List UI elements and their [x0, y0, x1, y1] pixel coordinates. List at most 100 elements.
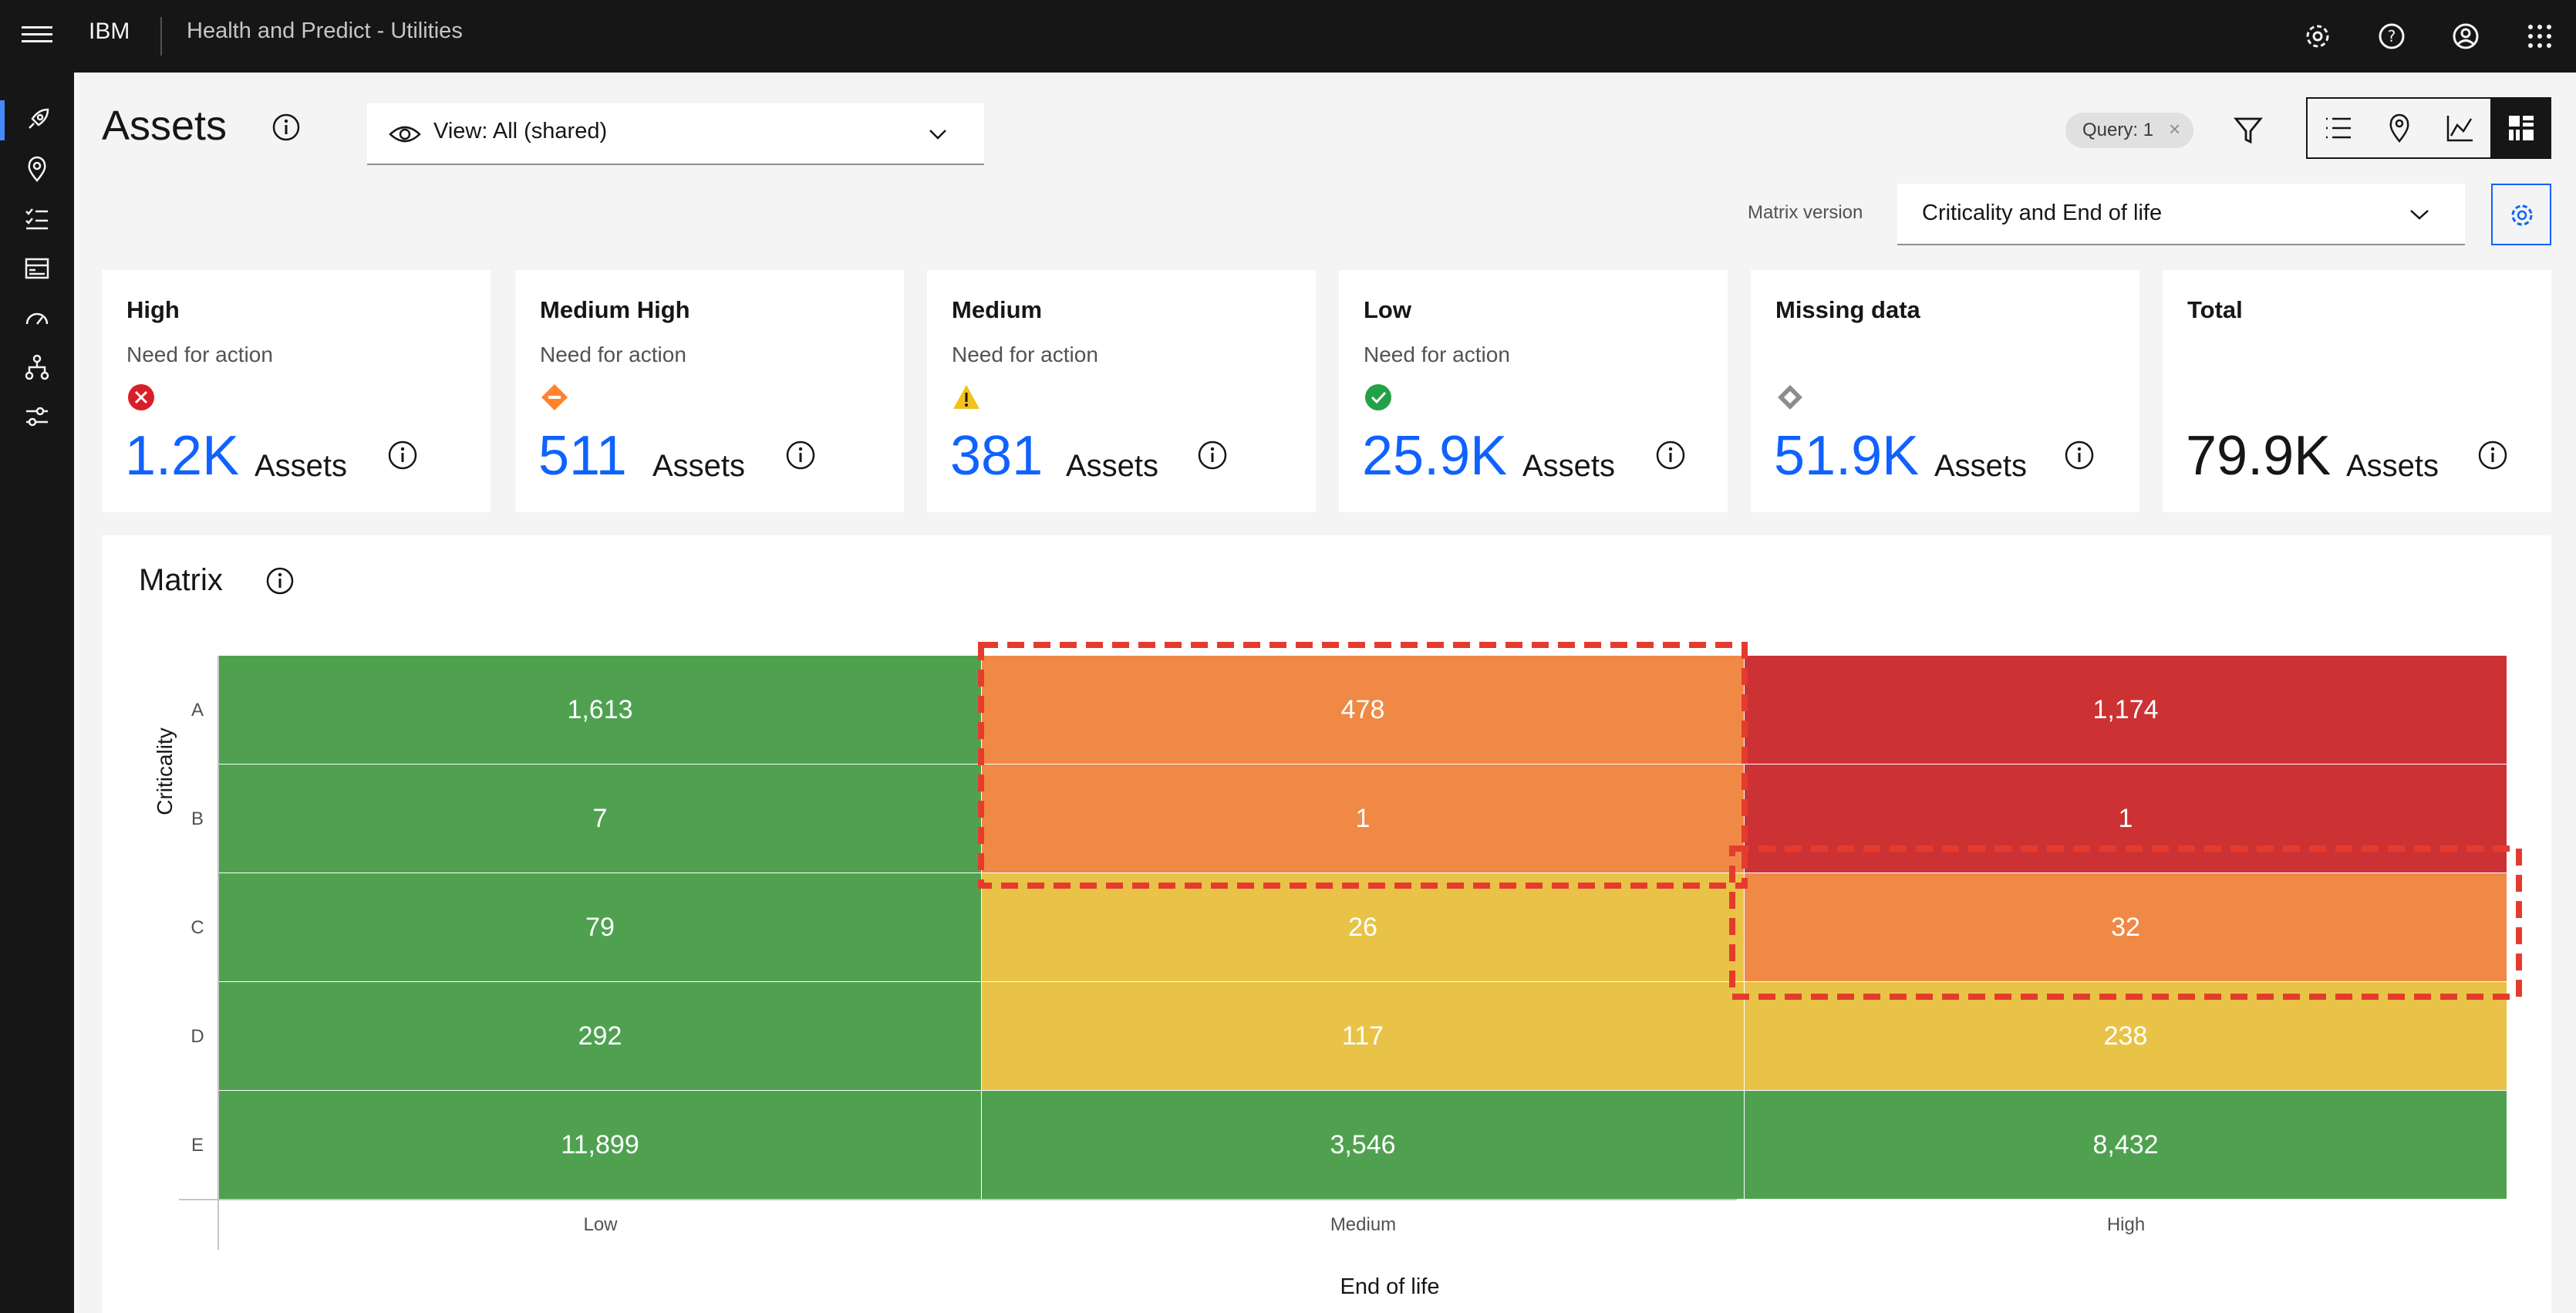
svg-text:?: ? [2388, 27, 2396, 46]
sliders-icon[interactable] [23, 403, 51, 430]
chevron-down-icon [2410, 210, 2429, 220]
location-pin-icon [2389, 113, 2409, 143]
summary-card-medium[interactable]: Medium Need for action 381 Assets [927, 270, 1316, 512]
query-tag[interactable]: Query: 1 × [2065, 113, 2193, 148]
view-dropdown[interactable]: View: All (shared) [367, 103, 984, 165]
page-title: Assets [102, 103, 228, 149]
heatmap-cell[interactable]: 478 [982, 656, 1744, 764]
card-unit: Assets [1066, 449, 1159, 483]
info-icon[interactable] [2477, 440, 2508, 471]
filter-icon[interactable] [2229, 111, 2267, 150]
list-view-button[interactable] [2308, 99, 2369, 157]
card-title: Medium [952, 296, 1043, 323]
summary-card-medium-high[interactable]: Medium High Need for action 511 Assets [515, 270, 904, 512]
matrix-view-button[interactable] [2490, 99, 2551, 157]
heatmap-cell[interactable]: 79 [219, 873, 981, 981]
chart-view-button[interactable] [2429, 99, 2490, 157]
app-switcher-icon[interactable] [2520, 17, 2559, 56]
x-axis-title: End of life [1340, 1274, 1440, 1299]
checklist-icon[interactable] [23, 205, 51, 233]
heatmap-cell[interactable]: 8,432 [1745, 1091, 2507, 1199]
card-value: 25.9K [1362, 425, 1508, 487]
card-unit: Assets [1522, 449, 1616, 483]
card-unit: Assets [652, 449, 746, 483]
rocket-icon[interactable] [23, 106, 51, 134]
heatmap-cell[interactable]: 238 [1745, 982, 2507, 1090]
matrix-info-icon[interactable] [265, 566, 295, 596]
info-icon[interactable] [2064, 440, 2095, 471]
heatmap-cell[interactable]: 1 [1745, 765, 2507, 873]
heatmap-cell[interactable]: 7 [219, 765, 981, 873]
y-tick-label: E [191, 1134, 204, 1156]
location-icon[interactable] [23, 156, 51, 184]
help-icon[interactable]: ? [2372, 17, 2411, 56]
card-title: High [126, 296, 180, 323]
list-icon [2326, 117, 2351, 139]
y-tick-label: A [191, 699, 204, 721]
medium-high-icon [540, 383, 569, 412]
card-title: Total [2187, 296, 2243, 323]
user-profile-icon[interactable] [2446, 17, 2485, 56]
line-chart-icon [2446, 116, 2473, 142]
matrix-version-label: Matrix version [1748, 202, 1863, 223]
card-value: 79.9K [2186, 425, 2332, 487]
brand-name[interactable]: IBM [89, 19, 130, 44]
y-tick-label: C [191, 916, 204, 938]
info-icon[interactable] [785, 440, 816, 471]
heatmap-cell[interactable]: 11,899 [219, 1091, 981, 1199]
matrix-settings-button[interactable] [2491, 184, 2551, 245]
matrix-version-dropdown[interactable]: Criticality and End of life [1897, 184, 2465, 245]
summary-card-high[interactable]: High Need for action 1.2K Assets [102, 270, 491, 512]
side-nav [0, 73, 74, 1313]
app-title: Health and Predict - Utilities [187, 19, 463, 43]
x-tick-label: High [2106, 1214, 2146, 1235]
card-subtitle: Need for action [126, 343, 273, 366]
side-nav-active-indicator [0, 100, 5, 140]
meter-icon[interactable] [23, 304, 51, 332]
card-value: 1.2K [125, 425, 240, 487]
menu-icon[interactable] [22, 22, 52, 51]
map-view-button[interactable] [2369, 99, 2429, 157]
heatmap-cell[interactable]: 1,174 [1745, 656, 2507, 764]
heatmap-cell[interactable]: 1 [982, 765, 1744, 873]
summary-card-missing-data[interactable]: Missing data 51.9K Assets [1751, 270, 2139, 512]
card-title: Missing data [1775, 296, 1920, 323]
card-value: 511 [538, 425, 627, 487]
heatmap-cell[interactable]: 117 [982, 982, 1744, 1090]
y-tick-label: B [191, 808, 204, 829]
card-subtitle: Need for action [1364, 343, 1510, 366]
heatmap-cell[interactable]: 292 [219, 982, 981, 1090]
missing-data-icon [1775, 383, 1805, 412]
matrix-version-value: Criticality and End of life [1922, 201, 2163, 225]
info-icon[interactable] [387, 440, 418, 471]
card-value: 381 [950, 425, 1044, 487]
dashboard-icon[interactable] [23, 255, 51, 282]
view-mode-switcher [2306, 97, 2551, 159]
y-axis-line [217, 656, 219, 1250]
hierarchy-icon[interactable] [23, 353, 51, 381]
heatmap-cell[interactable]: 1,613 [219, 656, 981, 764]
summary-card-low[interactable]: Low Need for action 25.9K Assets [1339, 270, 1728, 512]
card-unit: Assets [2346, 449, 2439, 483]
page-info-icon[interactable] [271, 113, 301, 142]
x-tick-label: Medium [1330, 1214, 1397, 1235]
y-tick-label: D [191, 1025, 204, 1047]
card-value: 51.9K [1774, 425, 1920, 487]
x-tick-label: Low [583, 1214, 618, 1235]
highlight-box-high-zone [1729, 846, 2522, 1000]
error-icon [126, 383, 156, 412]
view-dropdown-value: View: All (shared) [433, 119, 608, 143]
card-subtitle: Need for action [952, 343, 1098, 366]
check-icon [1364, 383, 1393, 412]
heatmap-cell[interactable]: 3,546 [982, 1091, 1744, 1199]
warning-icon [952, 383, 981, 412]
info-icon[interactable] [1197, 440, 1228, 471]
heatmap-cell[interactable]: 32 [1745, 873, 2507, 981]
heatmap-cell[interactable]: 26 [982, 873, 1744, 981]
summary-card-total[interactable]: Total 79.9K Assets [2163, 270, 2551, 512]
info-icon[interactable] [1655, 440, 1686, 471]
eye-icon [389, 126, 421, 143]
settings-icon[interactable] [2298, 17, 2337, 56]
header-divider [160, 17, 162, 56]
close-icon[interactable]: × [2169, 117, 2181, 140]
